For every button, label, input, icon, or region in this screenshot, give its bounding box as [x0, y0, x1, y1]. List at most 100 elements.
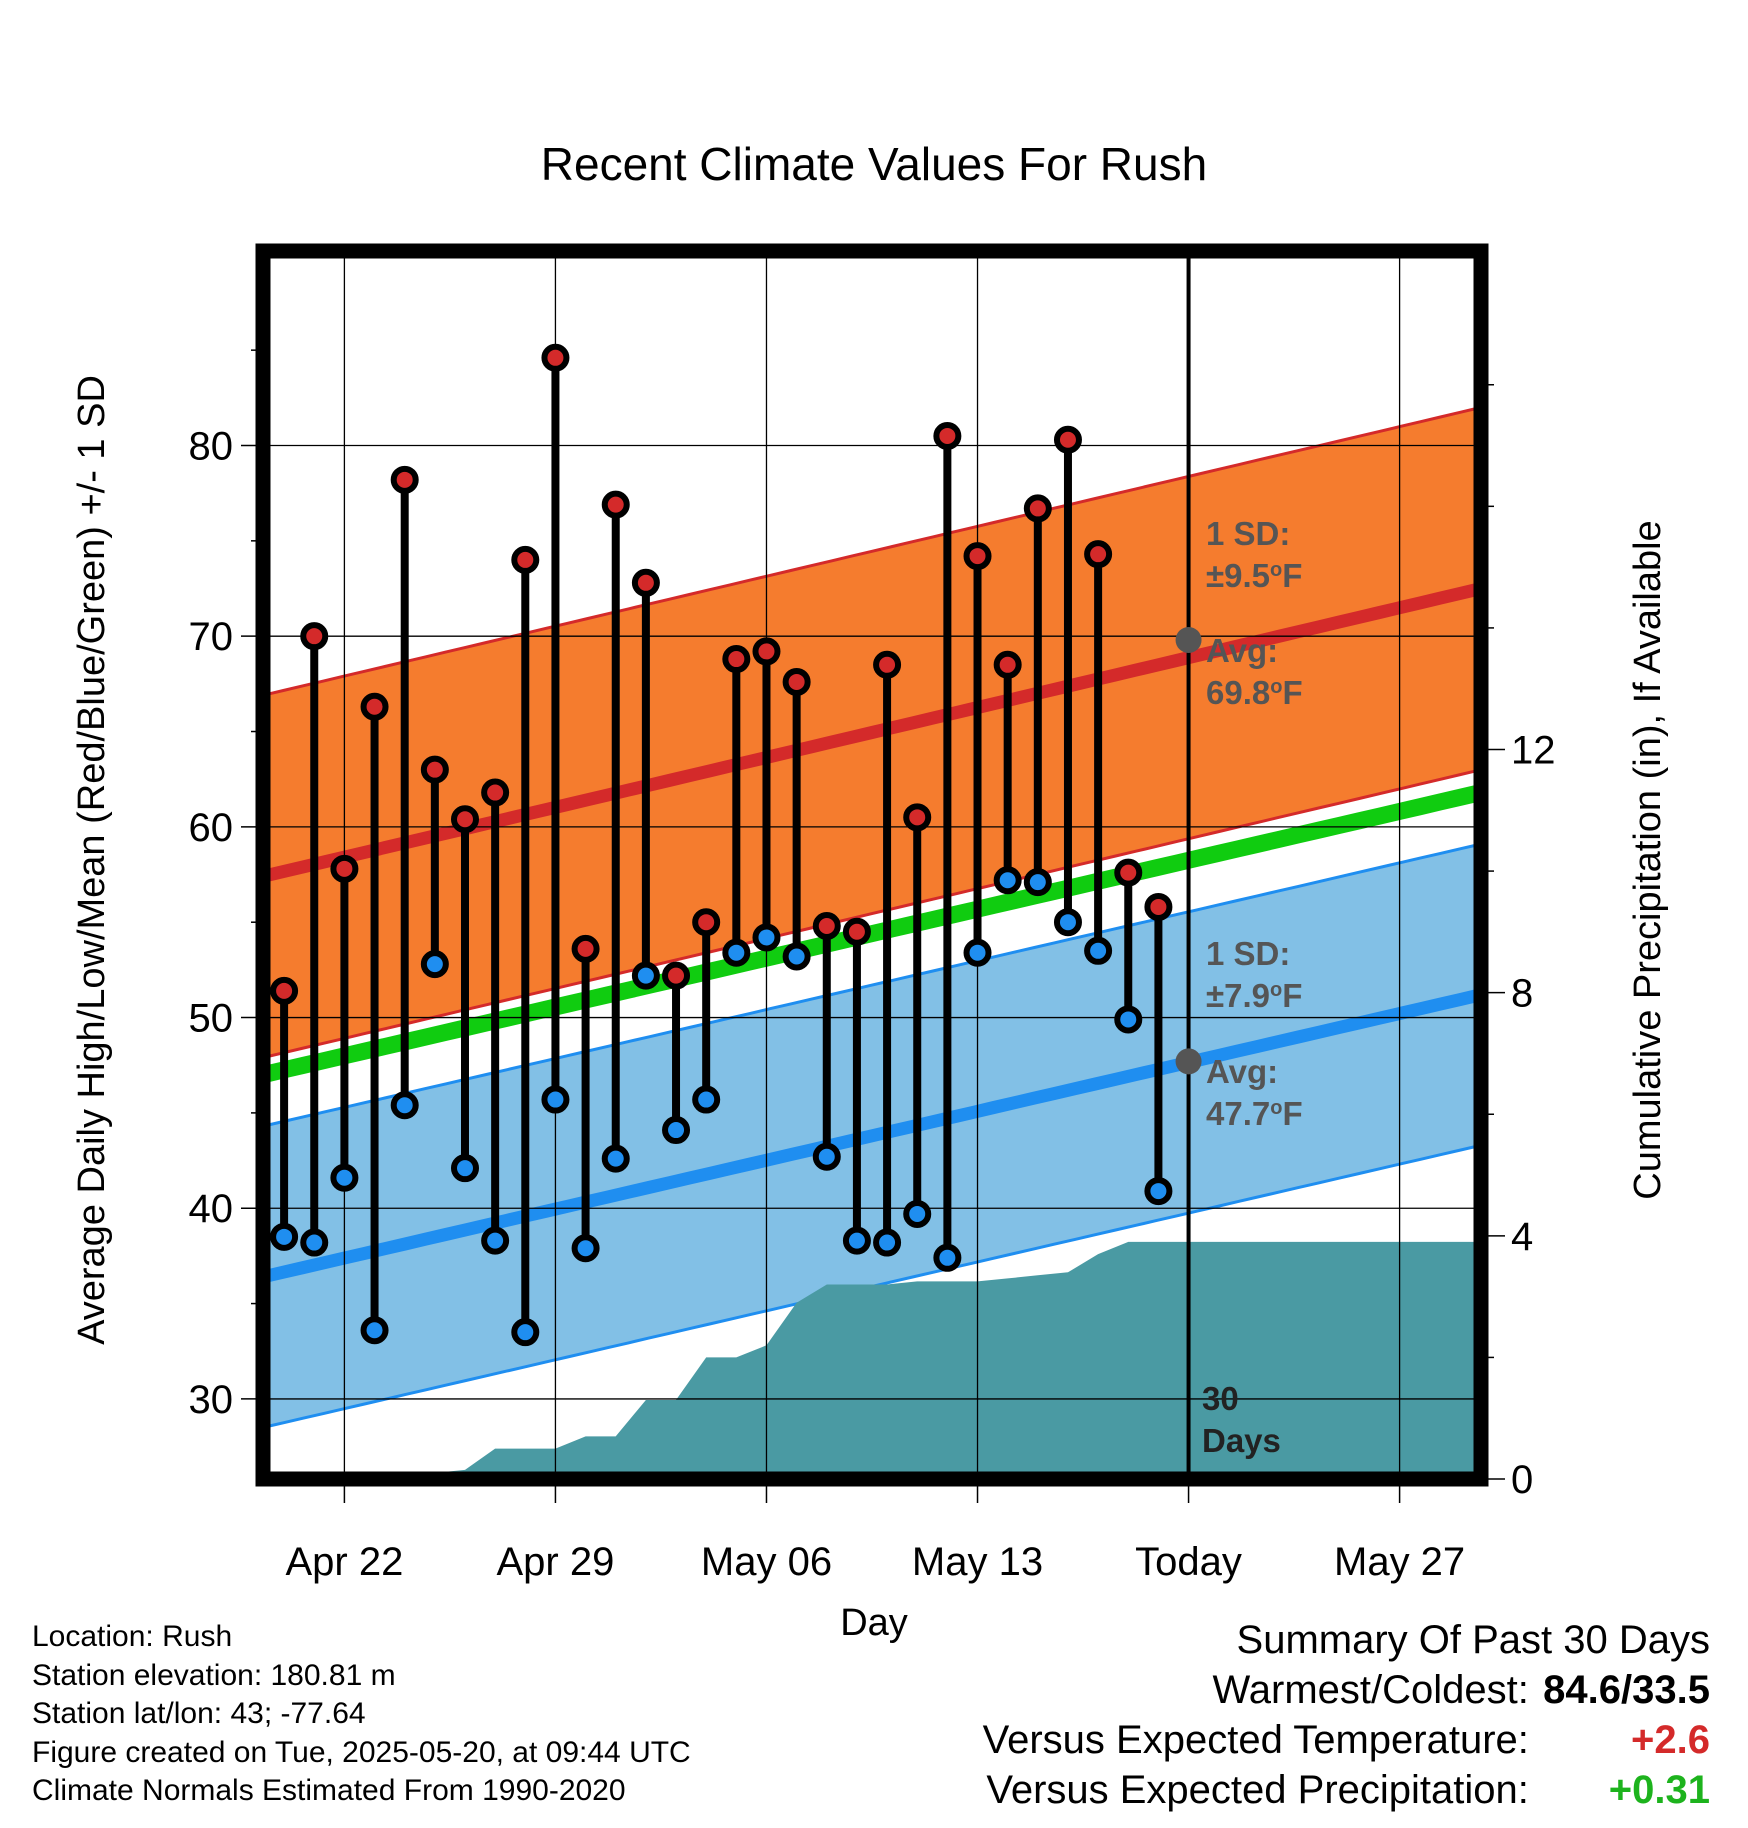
y2-tick-label: 0	[1511, 1458, 1533, 1502]
low-point	[631, 961, 660, 990]
high-point	[360, 692, 389, 721]
low-point	[420, 950, 449, 979]
station-info: Location: Rush Station elevation: 180.81…	[32, 1618, 691, 1811]
chart-title: Recent Climate Values For Rush	[541, 138, 1207, 190]
high-point	[993, 650, 1022, 679]
high-point	[1084, 540, 1113, 569]
low-point	[360, 1316, 389, 1345]
summary-precip: Versus Expected Precipitation: +0.31	[983, 1765, 1710, 1815]
low-point	[1053, 908, 1082, 937]
x-tick-label: May 06	[701, 1540, 832, 1584]
high-point	[963, 542, 992, 571]
low-point	[541, 1085, 570, 1114]
high-point	[300, 622, 329, 651]
high-point	[873, 650, 902, 679]
low-point	[390, 1091, 419, 1120]
low-point	[662, 1116, 691, 1145]
y2-tick-label: 12	[1511, 728, 1556, 772]
x-tick-label: Apr 22	[285, 1540, 403, 1584]
x-tick-label: Today	[1135, 1540, 1242, 1584]
window-annotation: 30 Days	[1202, 1380, 1281, 1459]
high-avg-annotation: Avg: 69.8oF	[1206, 632, 1303, 711]
low-point	[450, 1154, 479, 1183]
high-point	[450, 805, 479, 834]
low-point	[782, 942, 811, 971]
today-low-normal-marker	[1175, 1048, 1202, 1075]
y-tick-label: 80	[189, 424, 234, 468]
high-point	[1144, 892, 1173, 921]
high-point	[631, 568, 660, 597]
high-point	[752, 637, 781, 666]
x-tick-label: Apr 29	[497, 1540, 615, 1584]
low-point	[481, 1226, 510, 1255]
plot-frame	[255, 243, 1489, 1487]
low-point	[692, 1085, 721, 1114]
y2-tick-label: 4	[1511, 1215, 1533, 1259]
y-tick-label: 70	[189, 615, 234, 659]
high-sd-annotation: 1 SD: ±9.5oF	[1206, 515, 1302, 594]
high-point	[270, 976, 299, 1005]
high-point	[511, 545, 540, 574]
y-tick-label: 30	[189, 1378, 234, 1422]
low-point	[1084, 936, 1113, 965]
low-point	[1023, 868, 1052, 897]
low-point	[300, 1228, 329, 1257]
y2-tick-label: 8	[1511, 972, 1533, 1016]
x-tick-label: May 27	[1334, 1540, 1465, 1584]
high-point	[1053, 425, 1082, 454]
low-sd-annotation: 1 SD: ±7.9oF	[1206, 935, 1302, 1014]
normal-low-line	[268, 989, 1476, 1283]
precip-label: Versus Expected Precipitation:	[986, 1768, 1529, 1812]
low-point	[903, 1199, 932, 1228]
data-marks	[270, 343, 1202, 1347]
precip-area	[338, 1241, 1476, 1474]
low-point	[1114, 1005, 1143, 1034]
y-tick-label: 40	[189, 1187, 234, 1231]
y-tick-label: 60	[189, 806, 234, 850]
high-point	[601, 490, 630, 519]
normals-text: Climate Normals Estimated From 1990-2020	[32, 1774, 626, 1807]
axes: 30 40 50 60 70 80 0 4 8 12 Apr 22 Apr 29 May 06 May 1…	[189, 243, 1556, 1584]
low-point	[1144, 1177, 1173, 1206]
y2-axis-label: Cumulative Precipitation (in), If Availa…	[1627, 520, 1669, 1199]
high-point	[571, 934, 600, 963]
warm-cold-value: 84.6/33.5	[1543, 1668, 1710, 1712]
created-text: Figure created on Tue, 2025-05-20, at 09…	[32, 1735, 691, 1769]
precip-value: +0.31	[1608, 1768, 1710, 1812]
temp-label: Versus Expected Temperature:	[982, 1718, 1529, 1762]
normal-high-band-upper-edge	[268, 407, 1476, 696]
low-point	[511, 1318, 540, 1347]
high-point	[812, 912, 841, 941]
x-axis-label: Day	[840, 1602, 908, 1644]
low-point	[722, 938, 751, 967]
elevation-text: Station elevation: 180.81 m	[32, 1658, 396, 1692]
high-point	[903, 803, 932, 832]
high-point	[390, 465, 419, 494]
summary-title: Summary Of Past 30 Days	[1236, 1618, 1710, 1662]
high-point	[541, 343, 570, 372]
latlon-text: Station lat/lon: 43; -77.64	[32, 1697, 366, 1730]
high-point	[842, 917, 871, 946]
high-point	[662, 961, 691, 990]
low-point	[601, 1144, 630, 1173]
high-point	[933, 421, 962, 450]
temp-value: +2.6	[1631, 1718, 1710, 1762]
high-point	[1023, 494, 1052, 523]
plot-area	[268, 256, 1476, 1474]
low-avg-annotation: Avg: 47.7oF	[1206, 1053, 1303, 1132]
summary-panel: Summary Of Past 30 Days Warmest/Coldest:…	[983, 1615, 1710, 1815]
low-point	[571, 1234, 600, 1263]
low-point	[812, 1142, 841, 1171]
high-point	[330, 854, 359, 883]
y-tick-label: 50	[189, 997, 234, 1041]
high-point	[692, 908, 721, 937]
today-high-normal-marker	[1175, 626, 1202, 653]
low-point	[873, 1228, 902, 1257]
y-axis-label: Average Daily High/Low/Mean (Red/Blue/Gr…	[71, 375, 113, 1345]
low-point	[330, 1163, 359, 1192]
x-tick-label: May 13	[912, 1540, 1043, 1584]
high-point	[722, 645, 751, 674]
high-point	[481, 778, 510, 807]
low-point	[963, 938, 992, 967]
